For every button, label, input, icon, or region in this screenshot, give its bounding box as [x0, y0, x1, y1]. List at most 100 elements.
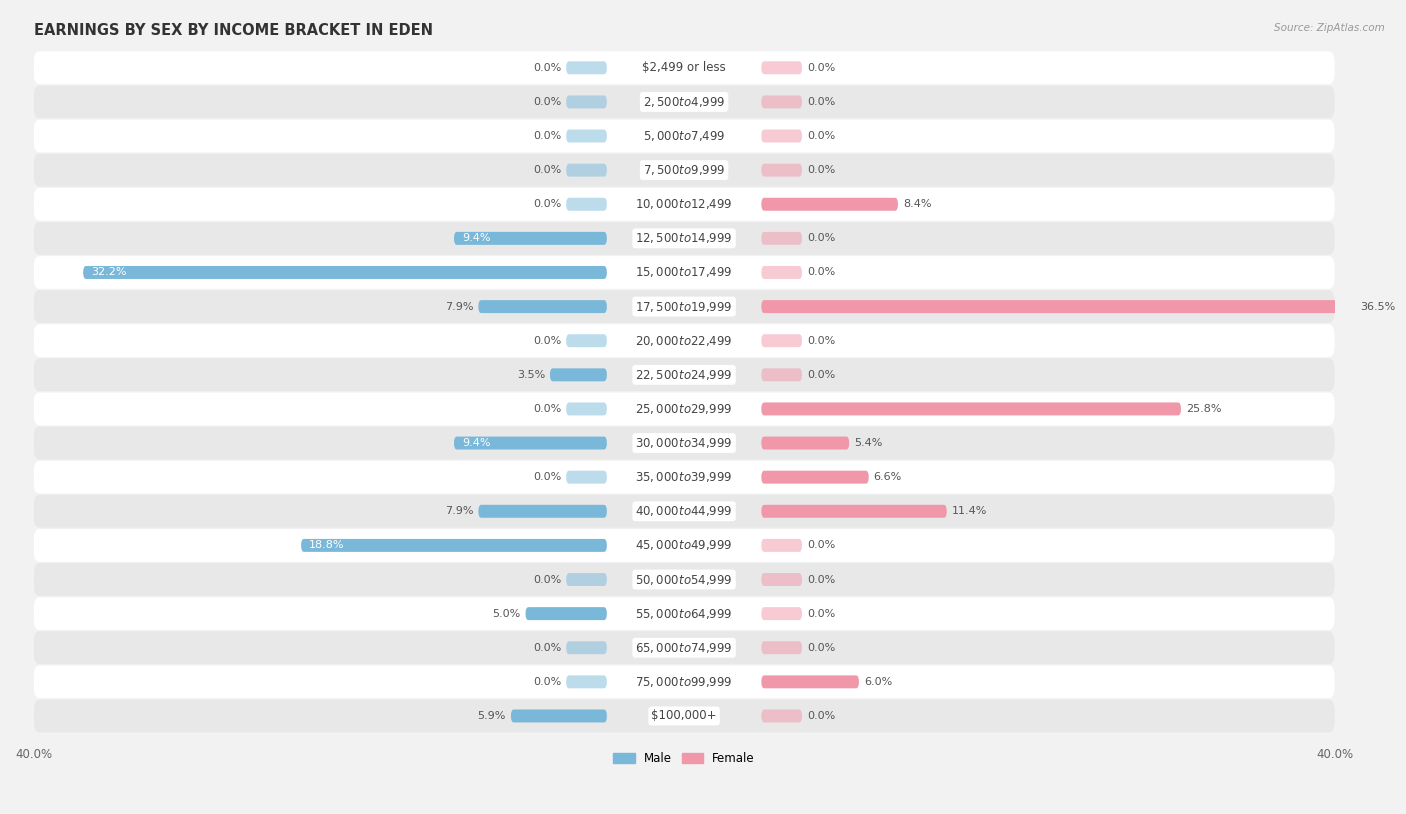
- Text: $55,000 to $64,999: $55,000 to $64,999: [636, 606, 733, 620]
- Text: $10,000 to $12,499: $10,000 to $12,499: [636, 197, 733, 212]
- Text: 0.0%: 0.0%: [807, 711, 835, 721]
- Text: $12,500 to $14,999: $12,500 to $14,999: [636, 231, 733, 245]
- FancyBboxPatch shape: [478, 300, 607, 313]
- FancyBboxPatch shape: [567, 95, 607, 108]
- Text: $2,499 or less: $2,499 or less: [643, 61, 725, 74]
- FancyBboxPatch shape: [762, 232, 801, 245]
- Text: 7.9%: 7.9%: [444, 506, 474, 516]
- FancyBboxPatch shape: [34, 51, 1334, 84]
- FancyBboxPatch shape: [567, 129, 607, 142]
- FancyBboxPatch shape: [762, 641, 801, 654]
- Text: $17,500 to $19,999: $17,500 to $19,999: [636, 300, 733, 313]
- FancyBboxPatch shape: [762, 129, 801, 142]
- Text: 6.0%: 6.0%: [863, 677, 891, 687]
- Text: 0.0%: 0.0%: [533, 575, 561, 584]
- Text: $45,000 to $49,999: $45,000 to $49,999: [636, 538, 733, 553]
- Text: 0.0%: 0.0%: [533, 643, 561, 653]
- FancyBboxPatch shape: [34, 427, 1334, 459]
- Text: 0.0%: 0.0%: [807, 268, 835, 278]
- Legend: Male, Female: Male, Female: [609, 747, 759, 770]
- FancyBboxPatch shape: [526, 607, 607, 620]
- FancyBboxPatch shape: [567, 641, 607, 654]
- Text: 32.2%: 32.2%: [91, 268, 127, 278]
- FancyBboxPatch shape: [762, 436, 849, 449]
- FancyBboxPatch shape: [567, 61, 607, 74]
- FancyBboxPatch shape: [762, 710, 801, 723]
- Text: $20,000 to $22,499: $20,000 to $22,499: [636, 334, 733, 348]
- FancyBboxPatch shape: [301, 539, 607, 552]
- FancyBboxPatch shape: [34, 495, 1334, 527]
- FancyBboxPatch shape: [567, 198, 607, 211]
- FancyBboxPatch shape: [567, 335, 607, 348]
- FancyBboxPatch shape: [762, 369, 801, 381]
- Text: 0.0%: 0.0%: [533, 63, 561, 72]
- FancyBboxPatch shape: [550, 369, 607, 381]
- FancyBboxPatch shape: [567, 470, 607, 484]
- Text: 18.8%: 18.8%: [309, 540, 344, 550]
- Text: 5.0%: 5.0%: [492, 609, 520, 619]
- FancyBboxPatch shape: [762, 676, 859, 689]
- Text: 3.5%: 3.5%: [517, 370, 546, 380]
- Text: 0.0%: 0.0%: [533, 131, 561, 141]
- FancyBboxPatch shape: [34, 597, 1334, 630]
- Text: 0.0%: 0.0%: [807, 575, 835, 584]
- Text: $15,000 to $17,499: $15,000 to $17,499: [636, 265, 733, 279]
- FancyBboxPatch shape: [762, 266, 801, 279]
- FancyBboxPatch shape: [34, 563, 1334, 596]
- Text: 0.0%: 0.0%: [533, 165, 561, 175]
- FancyBboxPatch shape: [762, 300, 1355, 313]
- Text: $65,000 to $74,999: $65,000 to $74,999: [636, 641, 733, 654]
- Text: 0.0%: 0.0%: [807, 335, 835, 346]
- Text: 6.6%: 6.6%: [873, 472, 901, 482]
- FancyBboxPatch shape: [34, 291, 1334, 323]
- Text: $5,000 to $7,499: $5,000 to $7,499: [643, 129, 725, 143]
- Text: 0.0%: 0.0%: [807, 165, 835, 175]
- Text: 9.4%: 9.4%: [463, 438, 491, 448]
- Text: 0.0%: 0.0%: [533, 404, 561, 414]
- Text: 9.4%: 9.4%: [463, 234, 491, 243]
- FancyBboxPatch shape: [34, 699, 1334, 733]
- FancyBboxPatch shape: [762, 470, 869, 484]
- FancyBboxPatch shape: [454, 436, 607, 449]
- Text: $25,000 to $29,999: $25,000 to $29,999: [636, 402, 733, 416]
- Text: 25.8%: 25.8%: [1185, 404, 1222, 414]
- FancyBboxPatch shape: [34, 256, 1334, 289]
- Text: 0.0%: 0.0%: [807, 643, 835, 653]
- FancyBboxPatch shape: [567, 402, 607, 415]
- FancyBboxPatch shape: [762, 95, 801, 108]
- FancyBboxPatch shape: [34, 120, 1334, 152]
- Text: 0.0%: 0.0%: [533, 677, 561, 687]
- Text: 7.9%: 7.9%: [444, 302, 474, 312]
- Text: 5.4%: 5.4%: [853, 438, 883, 448]
- Text: 8.4%: 8.4%: [903, 199, 931, 209]
- FancyBboxPatch shape: [762, 539, 801, 552]
- Text: 5.9%: 5.9%: [478, 711, 506, 721]
- Text: 0.0%: 0.0%: [807, 609, 835, 619]
- Text: Source: ZipAtlas.com: Source: ZipAtlas.com: [1274, 23, 1385, 33]
- FancyBboxPatch shape: [83, 266, 607, 279]
- FancyBboxPatch shape: [34, 392, 1334, 425]
- FancyBboxPatch shape: [34, 222, 1334, 255]
- Text: $100,000+: $100,000+: [651, 710, 717, 723]
- Text: 0.0%: 0.0%: [533, 97, 561, 107]
- FancyBboxPatch shape: [762, 402, 1181, 415]
- Text: 0.0%: 0.0%: [807, 63, 835, 72]
- FancyBboxPatch shape: [762, 61, 801, 74]
- FancyBboxPatch shape: [34, 154, 1334, 186]
- FancyBboxPatch shape: [762, 573, 801, 586]
- Text: EARNINGS BY SEX BY INCOME BRACKET IN EDEN: EARNINGS BY SEX BY INCOME BRACKET IN EDE…: [34, 23, 433, 38]
- FancyBboxPatch shape: [567, 676, 607, 689]
- FancyBboxPatch shape: [34, 529, 1334, 562]
- FancyBboxPatch shape: [34, 85, 1334, 118]
- FancyBboxPatch shape: [34, 632, 1334, 664]
- Text: $35,000 to $39,999: $35,000 to $39,999: [636, 470, 733, 484]
- Text: 0.0%: 0.0%: [533, 472, 561, 482]
- Text: 36.5%: 36.5%: [1360, 302, 1395, 312]
- FancyBboxPatch shape: [478, 505, 607, 518]
- FancyBboxPatch shape: [567, 573, 607, 586]
- FancyBboxPatch shape: [762, 335, 801, 348]
- FancyBboxPatch shape: [454, 232, 607, 245]
- FancyBboxPatch shape: [762, 607, 801, 620]
- Text: $22,500 to $24,999: $22,500 to $24,999: [636, 368, 733, 382]
- Text: $50,000 to $54,999: $50,000 to $54,999: [636, 572, 733, 587]
